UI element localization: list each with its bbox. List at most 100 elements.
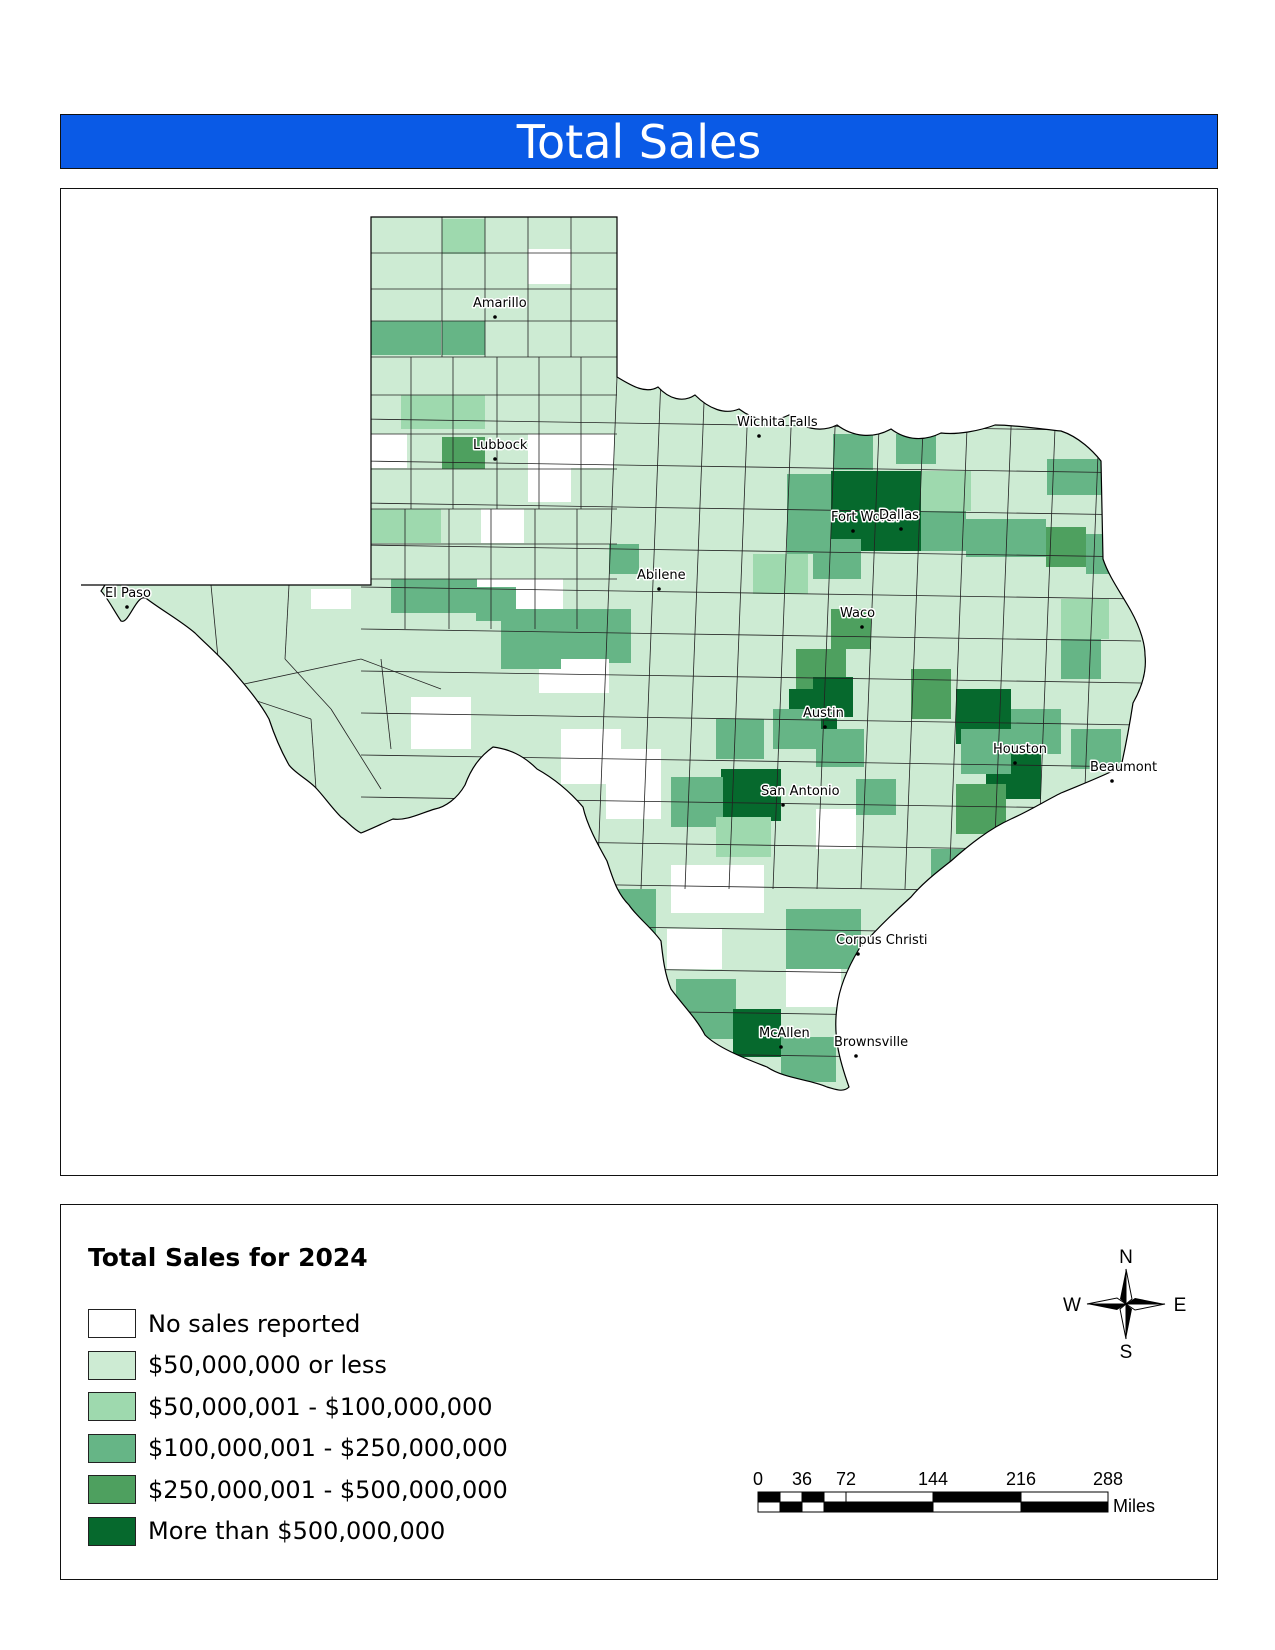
county-boundary [948,376,970,890]
city-dot [1110,779,1114,783]
legend-item: $50,000,001 - $100,000,000 [88,1386,508,1428]
city-marker: Waco [839,605,877,629]
legend-label: $50,000,001 - $100,000,000 [148,1392,493,1421]
county-region [371,509,441,543]
legend-item: No sales reported [88,1303,508,1345]
county-boundary [360,544,1142,558]
county-region [733,1009,781,1057]
scale-tick-144: 144 [918,1469,948,1489]
city-label: San Antonio [761,784,840,799]
scale-tick-216: 216 [1006,1469,1036,1489]
compass-n: N [1119,1247,1133,1268]
county-region [1061,639,1101,679]
legend-title: Total Sales for 2024 [88,1243,368,1272]
county-region [816,729,864,767]
county-boundary [330,708,382,790]
county-boundary [380,658,392,750]
map-frame: Amarillo Lubbock Wichita Falls El Paso Abile… [60,188,1218,1176]
county-region [831,471,876,511]
legend-swatch-under-50m [88,1350,136,1380]
county-boundary [360,460,1142,474]
county-region [856,779,896,815]
scale-tick-288: 288 [1093,1469,1123,1489]
county-region [921,471,971,511]
city-label: El Paso [105,586,151,601]
legend-item: More than $500,000,000 [88,1511,508,1553]
county-region [667,929,722,969]
county-region [921,511,966,551]
county-region [719,865,764,913]
county-region [721,769,781,821]
city-label: Amarillo [473,296,527,311]
city-label: Houston [993,742,1047,757]
city-dot [493,457,497,461]
city-dot [781,803,785,807]
county-boundary [860,376,882,890]
county-region [442,321,485,355]
legend-label: $100,000,001 - $250,000,000 [148,1434,508,1463]
county-region [813,539,861,579]
scale-tick-0: 0 [753,1469,763,1489]
city-marker: Corpus Christi [835,932,929,956]
county-region [501,609,561,669]
county-region [401,395,444,429]
city-label: Waco [840,606,875,621]
county-region [1061,599,1109,639]
county-boundary [640,376,662,890]
county-region [442,437,485,469]
county-region [606,749,661,819]
city-labels: Amarillo Lubbock Wichita Falls El Paso Abile… [104,295,1159,1058]
legend-label: $250,000,001 - $500,000,000 [148,1475,508,1504]
county-region [411,697,471,749]
city-marker: Dallas [878,507,921,531]
legend-swatch-100m-250m [88,1433,136,1463]
county-boundary [310,718,317,790]
city-marker: Fort Worth [830,509,901,533]
county-boundary [360,502,1142,516]
county-region [528,434,571,468]
city-dot [823,725,827,729]
legend-item: $50,000,000 or less [88,1345,508,1387]
city-dot [657,587,661,591]
county-region [1046,527,1086,567]
county-region [831,609,871,649]
county-region [786,909,861,969]
city-label: Abilene [637,568,686,583]
county-region [1011,709,1061,754]
city-label: McAllen [759,1026,810,1041]
legend-list: No sales reported $50,000,000 or less $5… [88,1303,508,1552]
county-boundary [684,376,706,890]
county-region [571,434,614,468]
county-boundary [360,418,1142,432]
city-marker: McAllen [758,1025,811,1049]
county-region [931,849,986,904]
county-region [773,709,821,749]
city-label: Austin [803,706,844,721]
county-boundary [284,658,332,710]
county-region [561,609,631,663]
title-banner: Total Sales [60,114,1218,169]
county-region [786,967,841,1007]
legend-swatch-over-500m [88,1516,136,1546]
county-region [876,511,921,551]
legend-swatch-50m-100m [88,1392,136,1422]
county-boundary [728,376,750,890]
scale-tick-72: 72 [836,1469,856,1489]
legend-swatch-250m-500m [88,1475,136,1505]
city-dot [851,529,855,533]
county-boundary [360,658,442,690]
county-region [676,979,736,1039]
city-dot [856,952,860,956]
county-region [371,434,407,468]
county-boundary [284,584,290,660]
county-region [716,719,764,759]
county-region [787,474,832,514]
scale-tick-36: 36 [792,1469,812,1489]
texas-map: Amarillo Lubbock Wichita Falls El Paso Abile… [81,216,1159,1091]
county-boundary [360,628,1142,642]
city-dot [1013,761,1017,765]
legend-swatch-no-sales [88,1309,136,1339]
county-region [966,519,1006,557]
city-dot [757,434,761,438]
compass-rose-icon: N S W E [1063,1247,1186,1361]
